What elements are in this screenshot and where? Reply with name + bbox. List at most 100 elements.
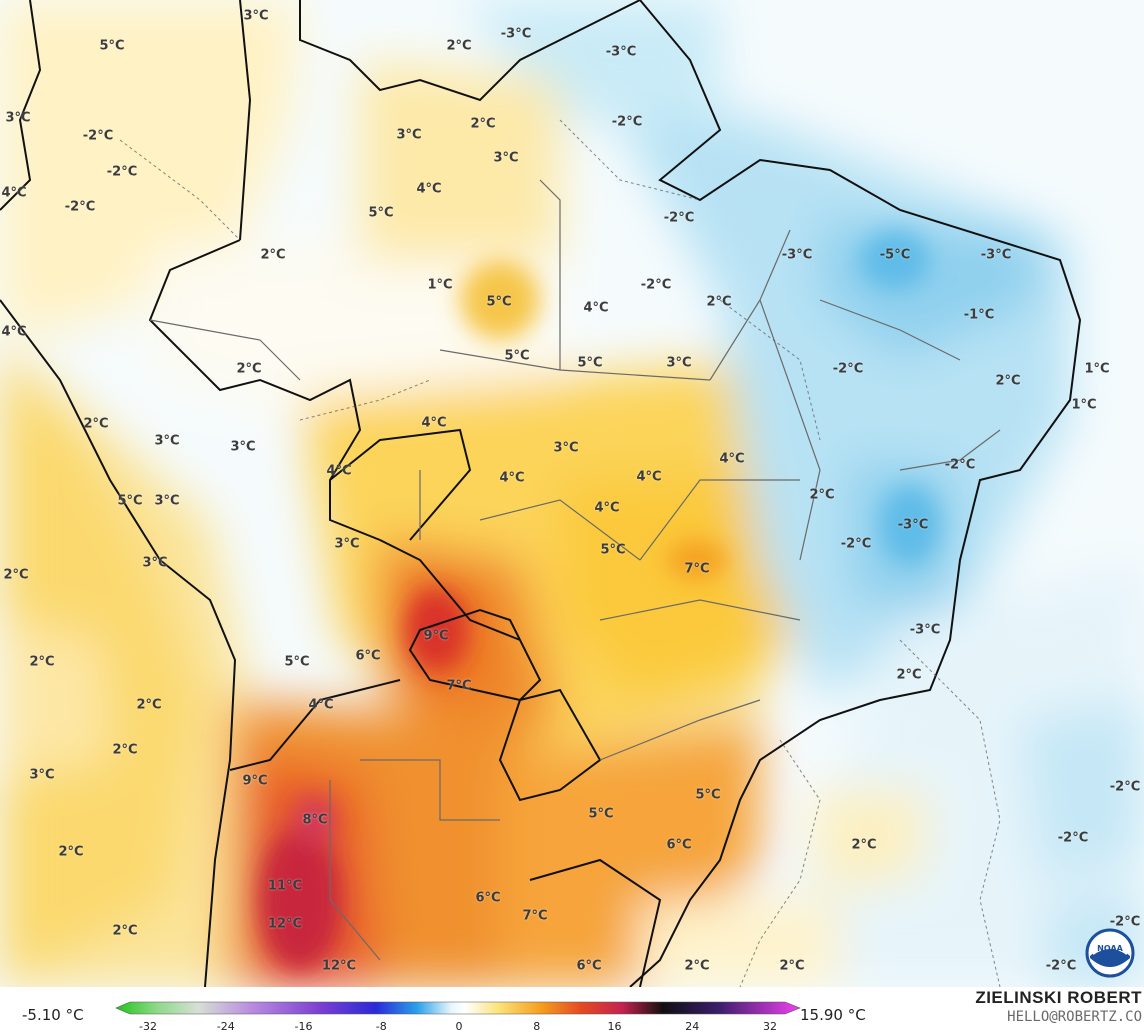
temperature-label: 2°C (779, 958, 805, 974)
temperature-label: 11°C (267, 878, 303, 894)
state-borders (149, 179, 1001, 961)
temperature-label: -5°C (879, 247, 911, 263)
colorbar-tick-label: 8 (533, 1020, 541, 1033)
temperature-label: -3°C (605, 44, 637, 60)
temperature-label: 4°C (499, 470, 525, 486)
temperature-label: -1°C (963, 307, 995, 323)
temperature-label: 7°C (522, 908, 548, 924)
temperature-label: 5°C (368, 205, 394, 221)
colorbar-tick-label: 24 (685, 1020, 700, 1033)
temperature-label: -2°C (832, 361, 864, 377)
temperature-label: -2°C (106, 164, 138, 180)
temperature-label: 3°C (29, 767, 55, 783)
temperature-label: 2°C (896, 667, 922, 683)
temperature-label: 3°C (666, 355, 692, 371)
temperature-label: 2°C (851, 837, 877, 853)
colorbar-tick-label: 32 (763, 1020, 777, 1033)
colorbar-tick-label: -24 (216, 1020, 235, 1033)
temperature-label: -2°C (663, 210, 695, 226)
temperature-label: 2°C (83, 416, 109, 432)
temperature-label: 3°C (334, 536, 360, 552)
temperature-label: 1°C (427, 277, 453, 293)
colorbar-gradient (115, 1001, 801, 1015)
temperature-label: 2°C (58, 844, 84, 860)
colorbar-tick-label: 16 (607, 1020, 622, 1033)
author-credit: ZIELINSKI ROBERT (975, 988, 1142, 1007)
temperature-label: 4°C (636, 469, 662, 485)
temperature-label: 2°C (3, 567, 29, 583)
temperature-label: 2°C (995, 373, 1021, 389)
temperature-label: 6°C (576, 958, 602, 974)
temperature-label: 8°C (302, 812, 328, 828)
temperature-label: 3°C (142, 555, 168, 571)
temperature-label: 6°C (666, 837, 692, 853)
noaa-logo-icon: NOAA (1085, 928, 1135, 978)
temperature-label: 5°C (504, 348, 530, 364)
colorbar-tick-label: -8 (375, 1020, 387, 1033)
colorbar (115, 1001, 801, 1015)
temperature-label: -2°C (944, 457, 976, 473)
colorbar-max-label: 15.90 °C (800, 1006, 866, 1024)
temperature-label: 3°C (396, 127, 422, 143)
temperature-label: 3°C (5, 110, 31, 126)
temperature-label: -2°C (1109, 914, 1141, 930)
temperature-label: -3°C (897, 517, 929, 533)
temperature-label: 3°C (154, 493, 180, 509)
temperature-label: 5°C (486, 294, 512, 310)
temperature-label: -3°C (980, 247, 1012, 263)
temperature-label: 2°C (684, 958, 710, 974)
temperature-label: 12°C (321, 958, 357, 974)
temperature-label: -2°C (1045, 958, 1077, 974)
temperature-label: 3°C (493, 150, 519, 166)
temperature-label: -2°C (1109, 779, 1141, 795)
temperature-label: 4°C (421, 415, 447, 431)
temperature-label: -2°C (640, 277, 672, 293)
colorbar-tick-label: -16 (294, 1020, 313, 1033)
temperature-label: 3°C (230, 439, 256, 455)
temperature-label: 2°C (29, 654, 55, 670)
colorbar-tick-label: 0 (455, 1020, 463, 1033)
temperature-label: 5°C (588, 806, 614, 822)
temperature-label: 7°C (446, 678, 472, 694)
temperature-label: 5°C (600, 542, 626, 558)
temperature-label: -2°C (82, 128, 114, 144)
temperature-label: 9°C (423, 628, 449, 644)
temperature-label: 3°C (553, 440, 579, 456)
temperature-label: 1°C (1084, 361, 1110, 377)
temperature-label: 4°C (416, 181, 442, 197)
colorbar-min-label: -5.10 °C (22, 1006, 84, 1024)
temperature-label: 5°C (117, 493, 143, 509)
temperature-label: -2°C (611, 114, 643, 130)
temperature-label: 6°C (475, 890, 501, 906)
country-borders (0, 0, 1082, 988)
temperature-label: -2°C (64, 199, 96, 215)
temperature-label: 5°C (695, 787, 721, 803)
temperature-label: 4°C (308, 697, 334, 713)
map-canvas (0, 0, 1144, 988)
temperature-label: 4°C (594, 500, 620, 516)
author-email: HELLO@ROBERTZ.CO (1007, 1009, 1142, 1025)
temperature-anomaly-map: 3°C 5°C -3°C 2°C -3°C 3°C -2°C 3°C 2°C -2°C -2°C 3°… (0, 0, 1144, 988)
colorbar-tick-label: -32 (139, 1020, 157, 1033)
temperature-label: 2°C (112, 742, 138, 758)
temperature-label: 2°C (706, 294, 732, 310)
anomaly-hotspots (260, 230, 940, 970)
temperature-label: -3°C (500, 26, 532, 42)
temperature-label: 1°C (1071, 397, 1097, 413)
temperature-label: 2°C (809, 487, 835, 503)
temperature-label: -2°C (1057, 830, 1089, 846)
temperature-label: 3°C (243, 8, 269, 24)
temperature-label: 12°C (267, 916, 303, 932)
anomaly-field (0, 0, 1144, 987)
noaa-logo-text: NOAA (1097, 944, 1123, 953)
temperature-label: 4°C (719, 451, 745, 467)
temperature-label: -2°C (840, 536, 872, 552)
temperature-label: 4°C (583, 300, 609, 316)
temperature-label: 2°C (260, 247, 286, 263)
temperature-label: 4°C (1, 185, 27, 201)
contour-lines (119, 119, 1001, 988)
temperature-label: 9°C (242, 773, 268, 789)
temperature-label: -3°C (909, 622, 941, 638)
temperature-label: 5°C (577, 355, 603, 371)
temperature-label: 2°C (112, 923, 138, 939)
